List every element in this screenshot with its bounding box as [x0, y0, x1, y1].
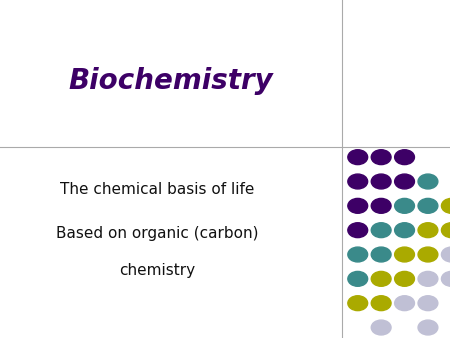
Circle shape — [418, 247, 438, 262]
Circle shape — [348, 150, 368, 165]
Circle shape — [441, 271, 450, 286]
Circle shape — [348, 198, 368, 213]
Circle shape — [371, 174, 391, 189]
Circle shape — [348, 174, 368, 189]
Text: The chemical basis of life: The chemical basis of life — [60, 182, 255, 197]
Circle shape — [418, 223, 438, 238]
Circle shape — [441, 247, 450, 262]
Circle shape — [371, 150, 391, 165]
Circle shape — [395, 271, 414, 286]
Text: chemistry: chemistry — [119, 263, 196, 278]
Circle shape — [395, 174, 414, 189]
Circle shape — [348, 223, 368, 238]
Circle shape — [348, 271, 368, 286]
Circle shape — [441, 198, 450, 213]
Circle shape — [395, 296, 414, 311]
Text: Biochemistry: Biochemistry — [68, 67, 274, 95]
Circle shape — [418, 271, 438, 286]
Circle shape — [418, 198, 438, 213]
Circle shape — [395, 247, 414, 262]
Circle shape — [395, 223, 414, 238]
Circle shape — [348, 296, 368, 311]
Circle shape — [371, 223, 391, 238]
Circle shape — [371, 247, 391, 262]
Circle shape — [441, 223, 450, 238]
Circle shape — [418, 296, 438, 311]
Circle shape — [371, 320, 391, 335]
Circle shape — [395, 150, 414, 165]
Circle shape — [371, 296, 391, 311]
Circle shape — [418, 320, 438, 335]
Circle shape — [395, 198, 414, 213]
Circle shape — [348, 247, 368, 262]
Circle shape — [371, 271, 391, 286]
Text: Based on organic (carbon): Based on organic (carbon) — [56, 226, 259, 241]
Circle shape — [371, 198, 391, 213]
Circle shape — [418, 174, 438, 189]
